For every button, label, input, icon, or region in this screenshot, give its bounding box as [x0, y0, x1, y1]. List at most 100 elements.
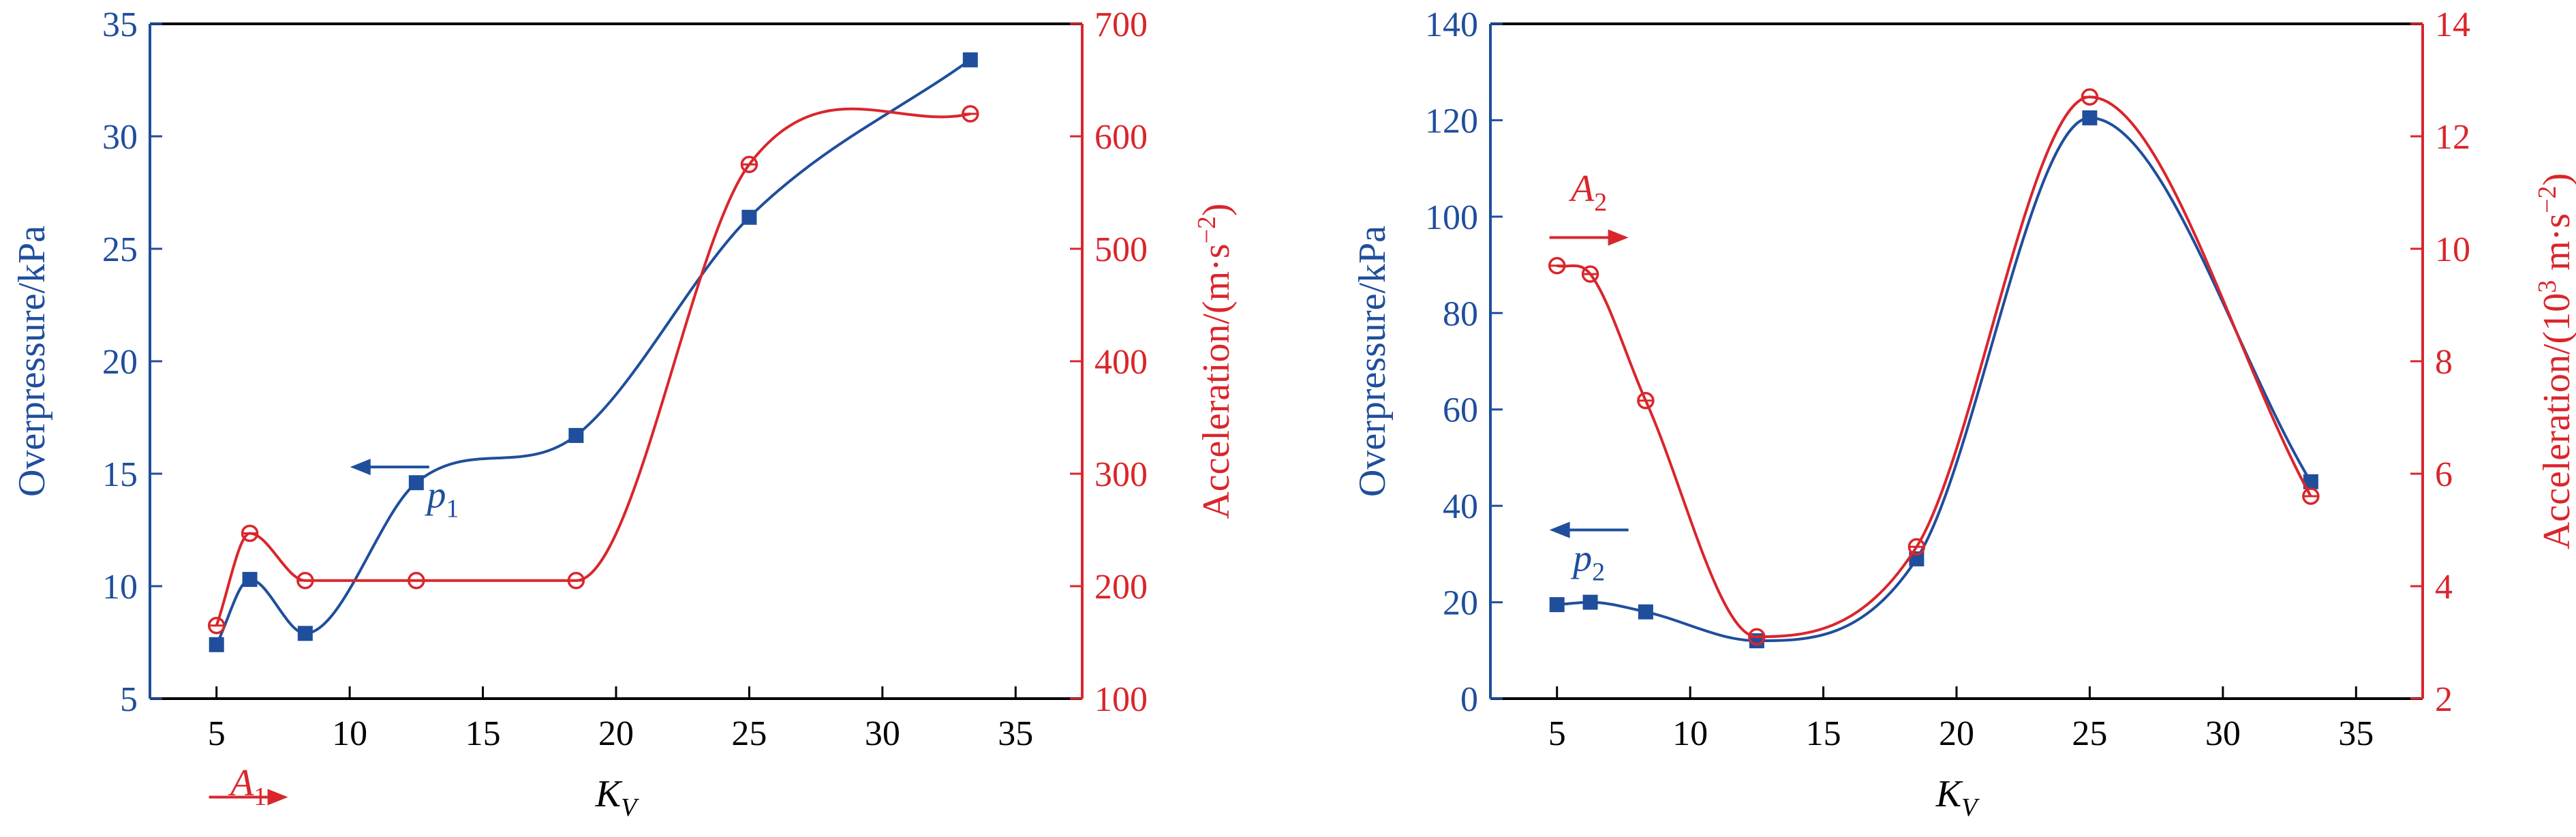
- x-axis-label-subscript: V: [621, 793, 639, 822]
- data-point-square: [741, 209, 757, 225]
- x-tick-label: 25: [731, 714, 767, 753]
- x-tick-label: 25: [2072, 714, 2107, 753]
- data-point-square: [568, 427, 584, 443]
- left-y-tick-label: 60: [1443, 391, 1478, 430]
- right-y-tick-label: 100: [1094, 680, 1148, 719]
- left-y-tick-label: 20: [102, 343, 138, 382]
- left-y-tick-label: 120: [1425, 102, 1478, 140]
- x-axis-label: KV: [1935, 773, 1980, 822]
- left-y-tick-label: 0: [1460, 680, 1478, 719]
- series-line: [215, 107, 971, 626]
- axis-arrow-head: [1608, 229, 1629, 246]
- data-point-square: [408, 475, 424, 491]
- left-y-axis-label: Overpressure/kPa: [11, 226, 53, 497]
- series-label-name: A: [1568, 168, 1595, 210]
- right-y-tick-label: 6: [2435, 455, 2453, 494]
- x-tick-label: 30: [865, 714, 900, 753]
- series-label: p1: [424, 474, 459, 523]
- series-p2: p2: [1549, 110, 2318, 649]
- right-y-tick-label: 500: [1094, 230, 1148, 269]
- right-y-tick-label: 2: [2435, 680, 2453, 719]
- x-tick-label: 35: [2338, 714, 2374, 753]
- left-y-tick-label: 35: [102, 5, 138, 44]
- left-y-tick-label: 5: [120, 680, 138, 719]
- left-y-tick-label: 140: [1425, 5, 1478, 44]
- right-y-axis-label-superscript: 3: [2533, 280, 2562, 293]
- x-tick-label: 20: [1939, 714, 1974, 753]
- right-y-tick-label: 12: [2435, 118, 2470, 157]
- data-point-square: [297, 626, 313, 641]
- left-y-tick-label: 30: [102, 118, 138, 157]
- series-label: p2: [1570, 538, 1605, 587]
- series-label-name: A: [228, 762, 254, 804]
- right-y-tick-label: 600: [1094, 118, 1148, 157]
- right-y-tick-label: 14: [2435, 5, 2470, 44]
- right-y-tick-label: 700: [1094, 5, 1148, 44]
- right-y-axis-label-close: m·s: [2536, 213, 2576, 280]
- right-y-tick-label: 200: [1094, 568, 1148, 607]
- right-y-tick-label: 4: [2435, 568, 2453, 607]
- x-tick-label: 10: [332, 714, 367, 753]
- x-tick-label: 30: [2205, 714, 2241, 753]
- series-label-subscript: 2: [1594, 188, 1607, 217]
- right-y-tick-label: 8: [2435, 343, 2453, 382]
- series-label: A1: [228, 762, 266, 811]
- x-tick-label: 35: [998, 714, 1033, 753]
- x-axis-label: KV: [595, 773, 639, 822]
- left-y-tick-label: 20: [1443, 584, 1478, 623]
- left-y-axis-label: Overpressure/kPa: [1351, 226, 1394, 497]
- right-y-axis-label-close-2: ): [2536, 173, 2576, 186]
- right-y-axis-label: Acceleration/(103 m·s−2): [2533, 173, 2576, 549]
- right-y-axis-label-superscript-2: −2: [2533, 185, 2562, 213]
- data-point-square: [209, 637, 224, 652]
- series-line: [1557, 116, 2312, 643]
- series-label-subscript: 1: [446, 495, 459, 523]
- data-point-square: [1549, 597, 1565, 613]
- x-axis-label-main: K: [595, 773, 623, 815]
- x-tick-label: 20: [598, 714, 634, 753]
- series-label-subscript: 1: [254, 782, 266, 811]
- series-p1: p1: [209, 52, 978, 652]
- axis-arrow-head: [1549, 521, 1570, 538]
- axis-arrow-head: [350, 459, 371, 476]
- right-y-tick-label: 10: [2435, 230, 2470, 269]
- data-point-square: [962, 52, 978, 67]
- left-y-tick-label: 15: [102, 455, 138, 494]
- right-y-tick-label: 300: [1094, 455, 1148, 494]
- series-label: A2: [1568, 168, 1607, 217]
- x-tick-label: 15: [1806, 714, 1841, 753]
- data-point-square: [2082, 110, 2098, 125]
- series-A2: A2: [1548, 88, 2320, 645]
- data-point-square: [2303, 474, 2318, 489]
- x-axis-label-subscript: V: [1961, 793, 1980, 822]
- chart-panel-1: 5 10 15 20 25 30 35 5 10 15 20 25 30 35 100 200 300 400 50…: [11, 5, 1238, 822]
- data-point-square: [242, 572, 258, 588]
- right-y-axis-label: Acceleration/(m·s−2): [1193, 203, 1238, 519]
- x-axis-label-main: K: [1935, 773, 1963, 815]
- left-y-tick-label: 80: [1443, 294, 1478, 333]
- left-y-tick-label: 100: [1425, 198, 1478, 237]
- series-line: [215, 59, 971, 645]
- right-y-tick-label: 400: [1094, 343, 1148, 382]
- left-y-tick-label: 40: [1443, 487, 1478, 526]
- series-A1: A1: [207, 105, 979, 811]
- data-point-square: [1582, 594, 1598, 610]
- right-y-axis-label-close: ): [1195, 203, 1238, 216]
- series-label-subscript: 2: [1592, 558, 1605, 587]
- x-tick-label: 5: [1548, 714, 1566, 753]
- left-y-tick-label: 10: [102, 568, 138, 607]
- x-tick-label: 5: [208, 714, 226, 753]
- series-line: [1557, 95, 2312, 639]
- series-label-name: p: [424, 474, 446, 517]
- right-y-axis-label-main: Acceleration/(m·s: [1195, 243, 1238, 519]
- axis-arrow-head: [267, 789, 288, 806]
- series-label-name: p: [1570, 538, 1592, 580]
- chart-panel-2: 5 10 15 20 25 30 35 0 20 40 60 80 100 120 140 2 4 6 8 10 12 1…: [1351, 5, 2576, 822]
- left-y-tick-label: 25: [102, 230, 138, 269]
- x-tick-label: 15: [465, 714, 501, 753]
- data-point-square: [1638, 604, 1653, 620]
- right-y-axis-label-superscript: −2: [1193, 216, 1221, 243]
- right-y-axis-label-main: Acceleration/(10: [2536, 293, 2576, 549]
